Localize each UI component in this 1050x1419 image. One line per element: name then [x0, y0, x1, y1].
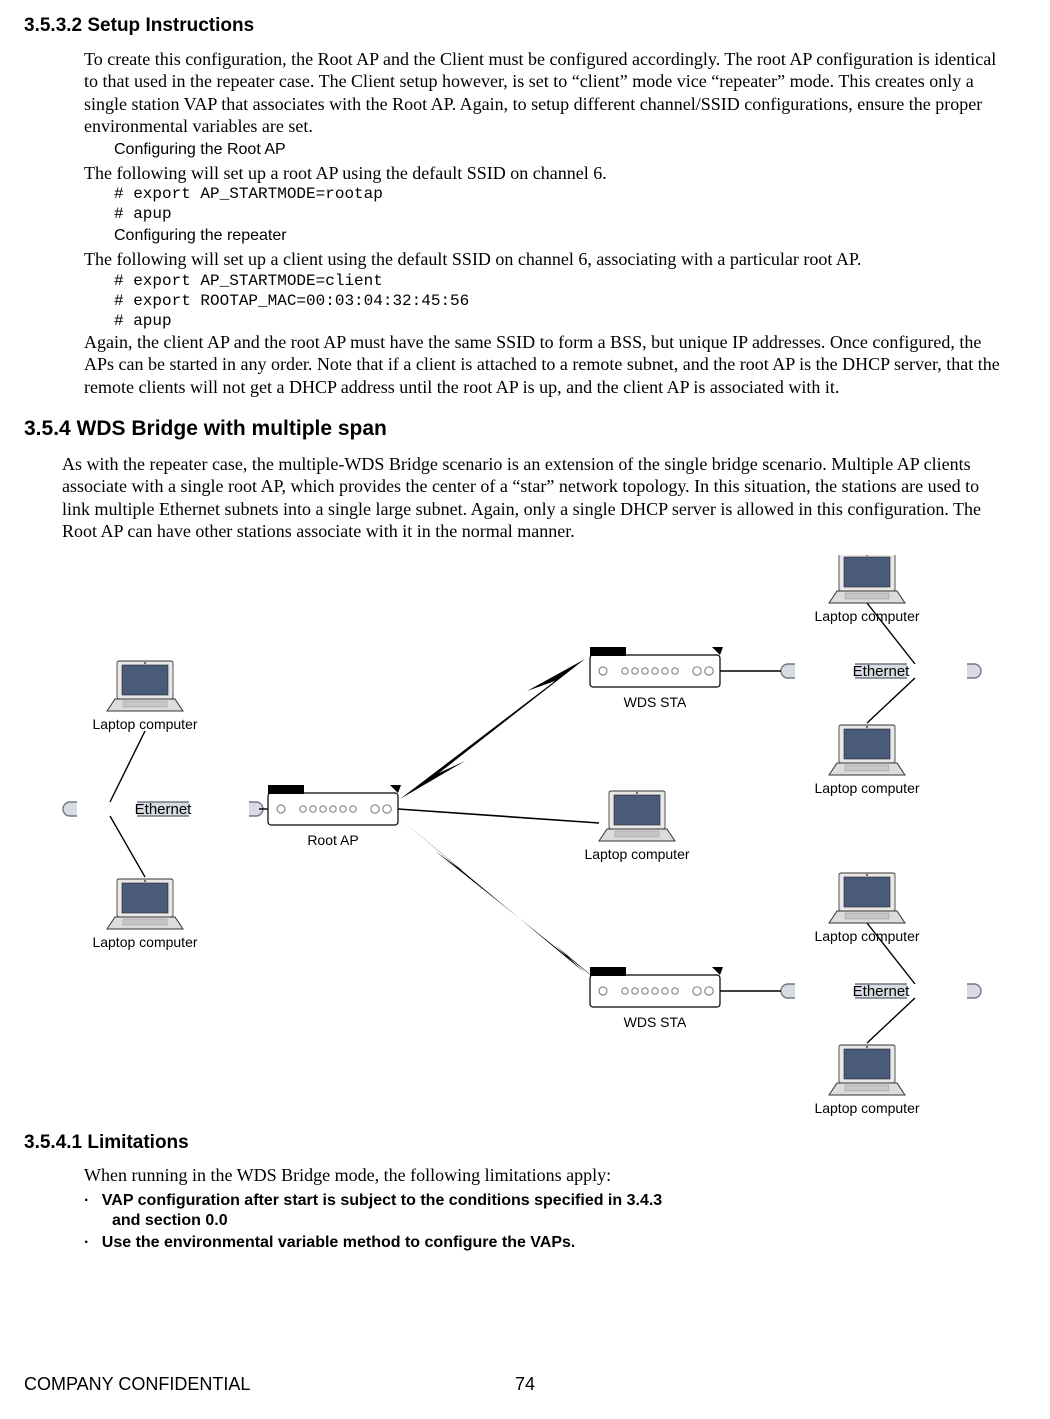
heading-setup: 3.5.3.2 Setup Instructions [24, 14, 1026, 38]
diagram-container: Ethernet Laptop computer Laptop computer… [24, 555, 1026, 1125]
code-root-2: # apup [114, 204, 1026, 224]
ethernet-bar-top [781, 662, 981, 680]
link [110, 731, 145, 802]
network-diagram: Ethernet Laptop computer Laptop computer… [55, 555, 995, 1125]
subhead-cfg-root: Configuring the Root AP [114, 140, 1026, 160]
laptop-label: Laptop computer [814, 928, 919, 944]
bolt-icon [400, 659, 585, 799]
link [867, 998, 915, 1043]
laptop-label: Laptop computer [92, 716, 197, 732]
laptop-icon [829, 725, 905, 775]
laptop-label: Laptop computer [814, 1100, 919, 1116]
para-setup-2: Again, the client AP and the root AP mus… [84, 331, 1008, 399]
subhead-cfg-rep: Configuring the repeater [114, 226, 1026, 246]
para-cfg-root-intro: The following will set up a root AP usin… [84, 162, 1008, 185]
para-setup-1: To create this configuration, the Root A… [84, 48, 1008, 138]
list-item: VAP configuration after start is subject… [84, 1191, 1026, 1231]
footer-confidential: COMPANY CONFIDENTIAL [24, 1374, 250, 1394]
laptop-icon [599, 791, 675, 841]
link [398, 809, 599, 823]
heading-limitations: 3.5.4.1 Limitations [24, 1131, 1026, 1155]
lim-b1-line2: and section 0.0 [84, 1211, 1026, 1231]
code-rep-1: # export AP_STARTMODE=client [114, 271, 1026, 291]
root-ap-icon [268, 785, 401, 825]
bolt-icon [400, 819, 603, 985]
para-lim-intro: When running in the WDS Bridge mode, the… [84, 1164, 1008, 1187]
link [867, 678, 915, 723]
laptop-icon [107, 661, 183, 711]
diagram-svg: Ethernet Laptop computer Laptop computer… [55, 555, 995, 1125]
laptop-icon [829, 873, 905, 923]
wds-label: WDS STA [624, 1014, 687, 1030]
list-item: Use the environmental variable method to… [84, 1233, 1026, 1253]
ethernet-bar-bot [781, 982, 981, 1000]
laptop-icon [829, 1045, 905, 1095]
code-rep-2: # export ROOTAP_MAC=00:03:04:32:45:56 [114, 291, 1026, 311]
laptop-label: Laptop computer [584, 846, 689, 862]
limitations-list: VAP configuration after start is subject… [84, 1191, 1026, 1253]
root-ap-label: Root AP [307, 832, 358, 848]
code-rep-3: # apup [114, 311, 1026, 331]
laptop-icon [107, 879, 183, 929]
code-root-1: # export AP_STARTMODE=rootap [114, 184, 1026, 204]
wds-label: WDS STA [624, 694, 687, 710]
footer-page-number: 74 [515, 1373, 535, 1396]
laptop-icon [829, 555, 905, 603]
link [110, 816, 145, 877]
page-footer: COMPANY CONFIDENTIAL 74 [24, 1373, 1026, 1396]
heading-wds: 3.5.4 WDS Bridge with multiple span [24, 416, 1026, 442]
wds-sta-icon [590, 967, 723, 1007]
laptop-label: Laptop computer [814, 608, 919, 624]
lim-b2: Use the environmental variable method to… [102, 1234, 576, 1251]
para-cfg-rep-intro: The following will set up a client using… [84, 248, 1008, 271]
laptop-label: Laptop computer [92, 934, 197, 950]
laptop-label: Laptop computer [814, 780, 919, 796]
wds-sta-icon [590, 647, 723, 687]
lim-b1-line1: VAP configuration after start is subject… [102, 1192, 662, 1209]
para-wds: As with the repeater case, the multiple-… [62, 453, 1008, 543]
ethernet-bar-left [63, 800, 263, 818]
